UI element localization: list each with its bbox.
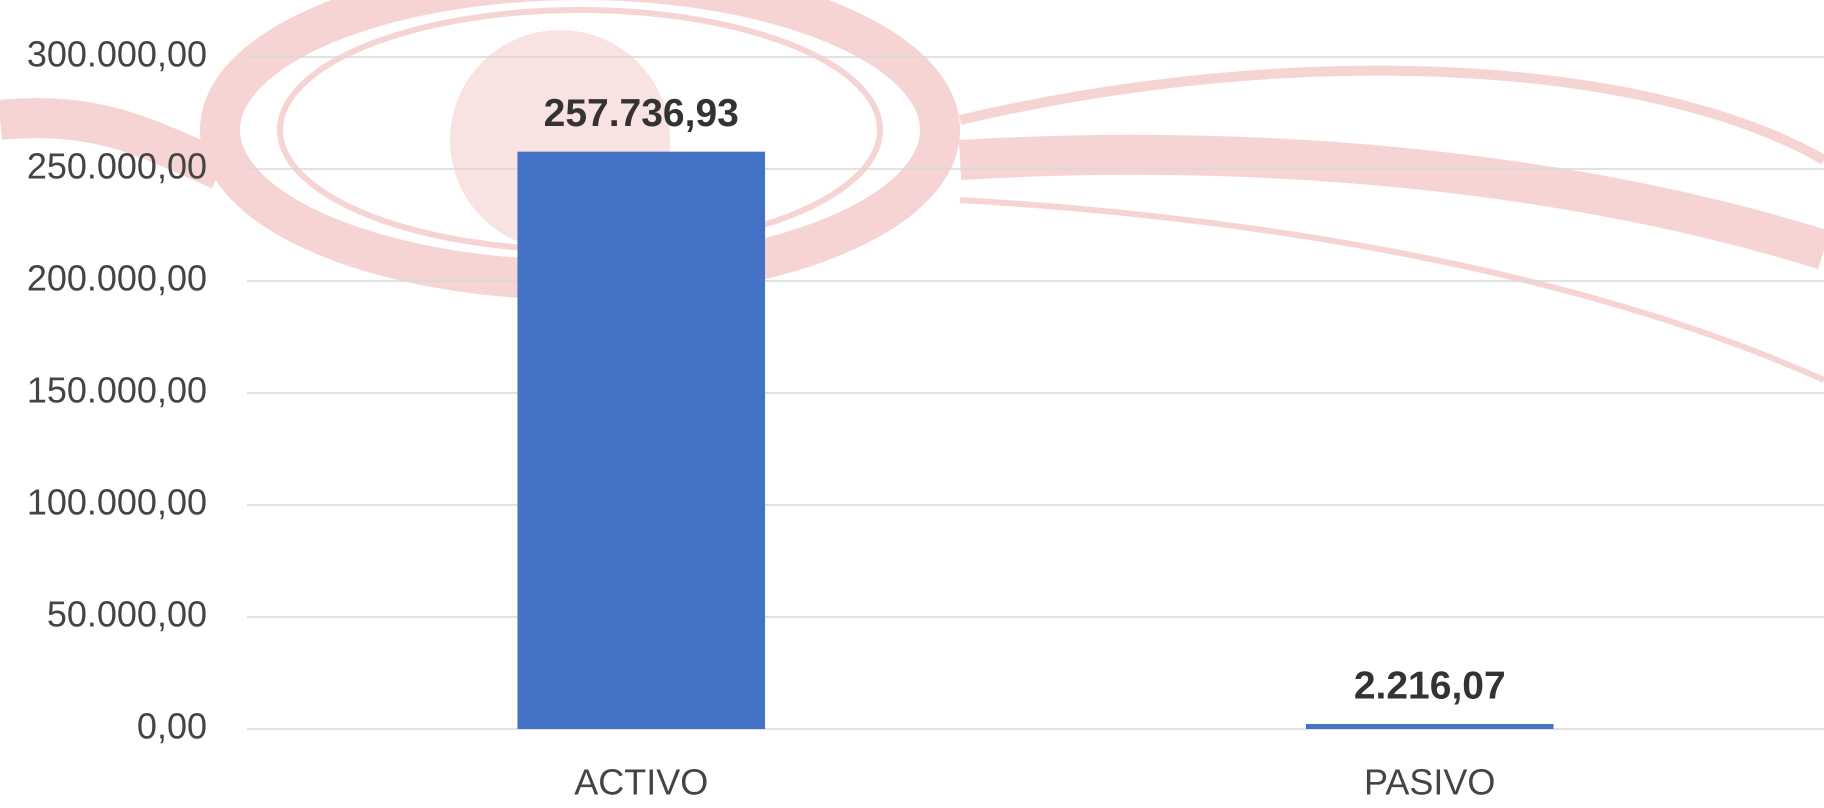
y-tick-label: 200.000,00 [27, 258, 207, 299]
y-tick-label: 0,00 [137, 706, 207, 747]
y-tick-label: 250.000,00 [27, 146, 207, 187]
y-tick-label: 150.000,00 [27, 370, 207, 411]
bar [1306, 724, 1554, 729]
y-tick-label: 300.000,00 [27, 34, 207, 75]
x-tick-label: PASIVO [1364, 762, 1495, 803]
x-tick-label: ACTIVO [574, 762, 708, 803]
chart: 0,00 50.000,00 100.000,00 150.000,00 200.000… [0, 0, 1824, 808]
y-tick-label: 100.000,00 [27, 482, 207, 523]
y-tick-label: 50.000,00 [47, 594, 207, 635]
bar [517, 152, 765, 729]
data-label: 257.736,93 [544, 92, 739, 135]
data-label: 2.216,07 [1354, 664, 1506, 707]
